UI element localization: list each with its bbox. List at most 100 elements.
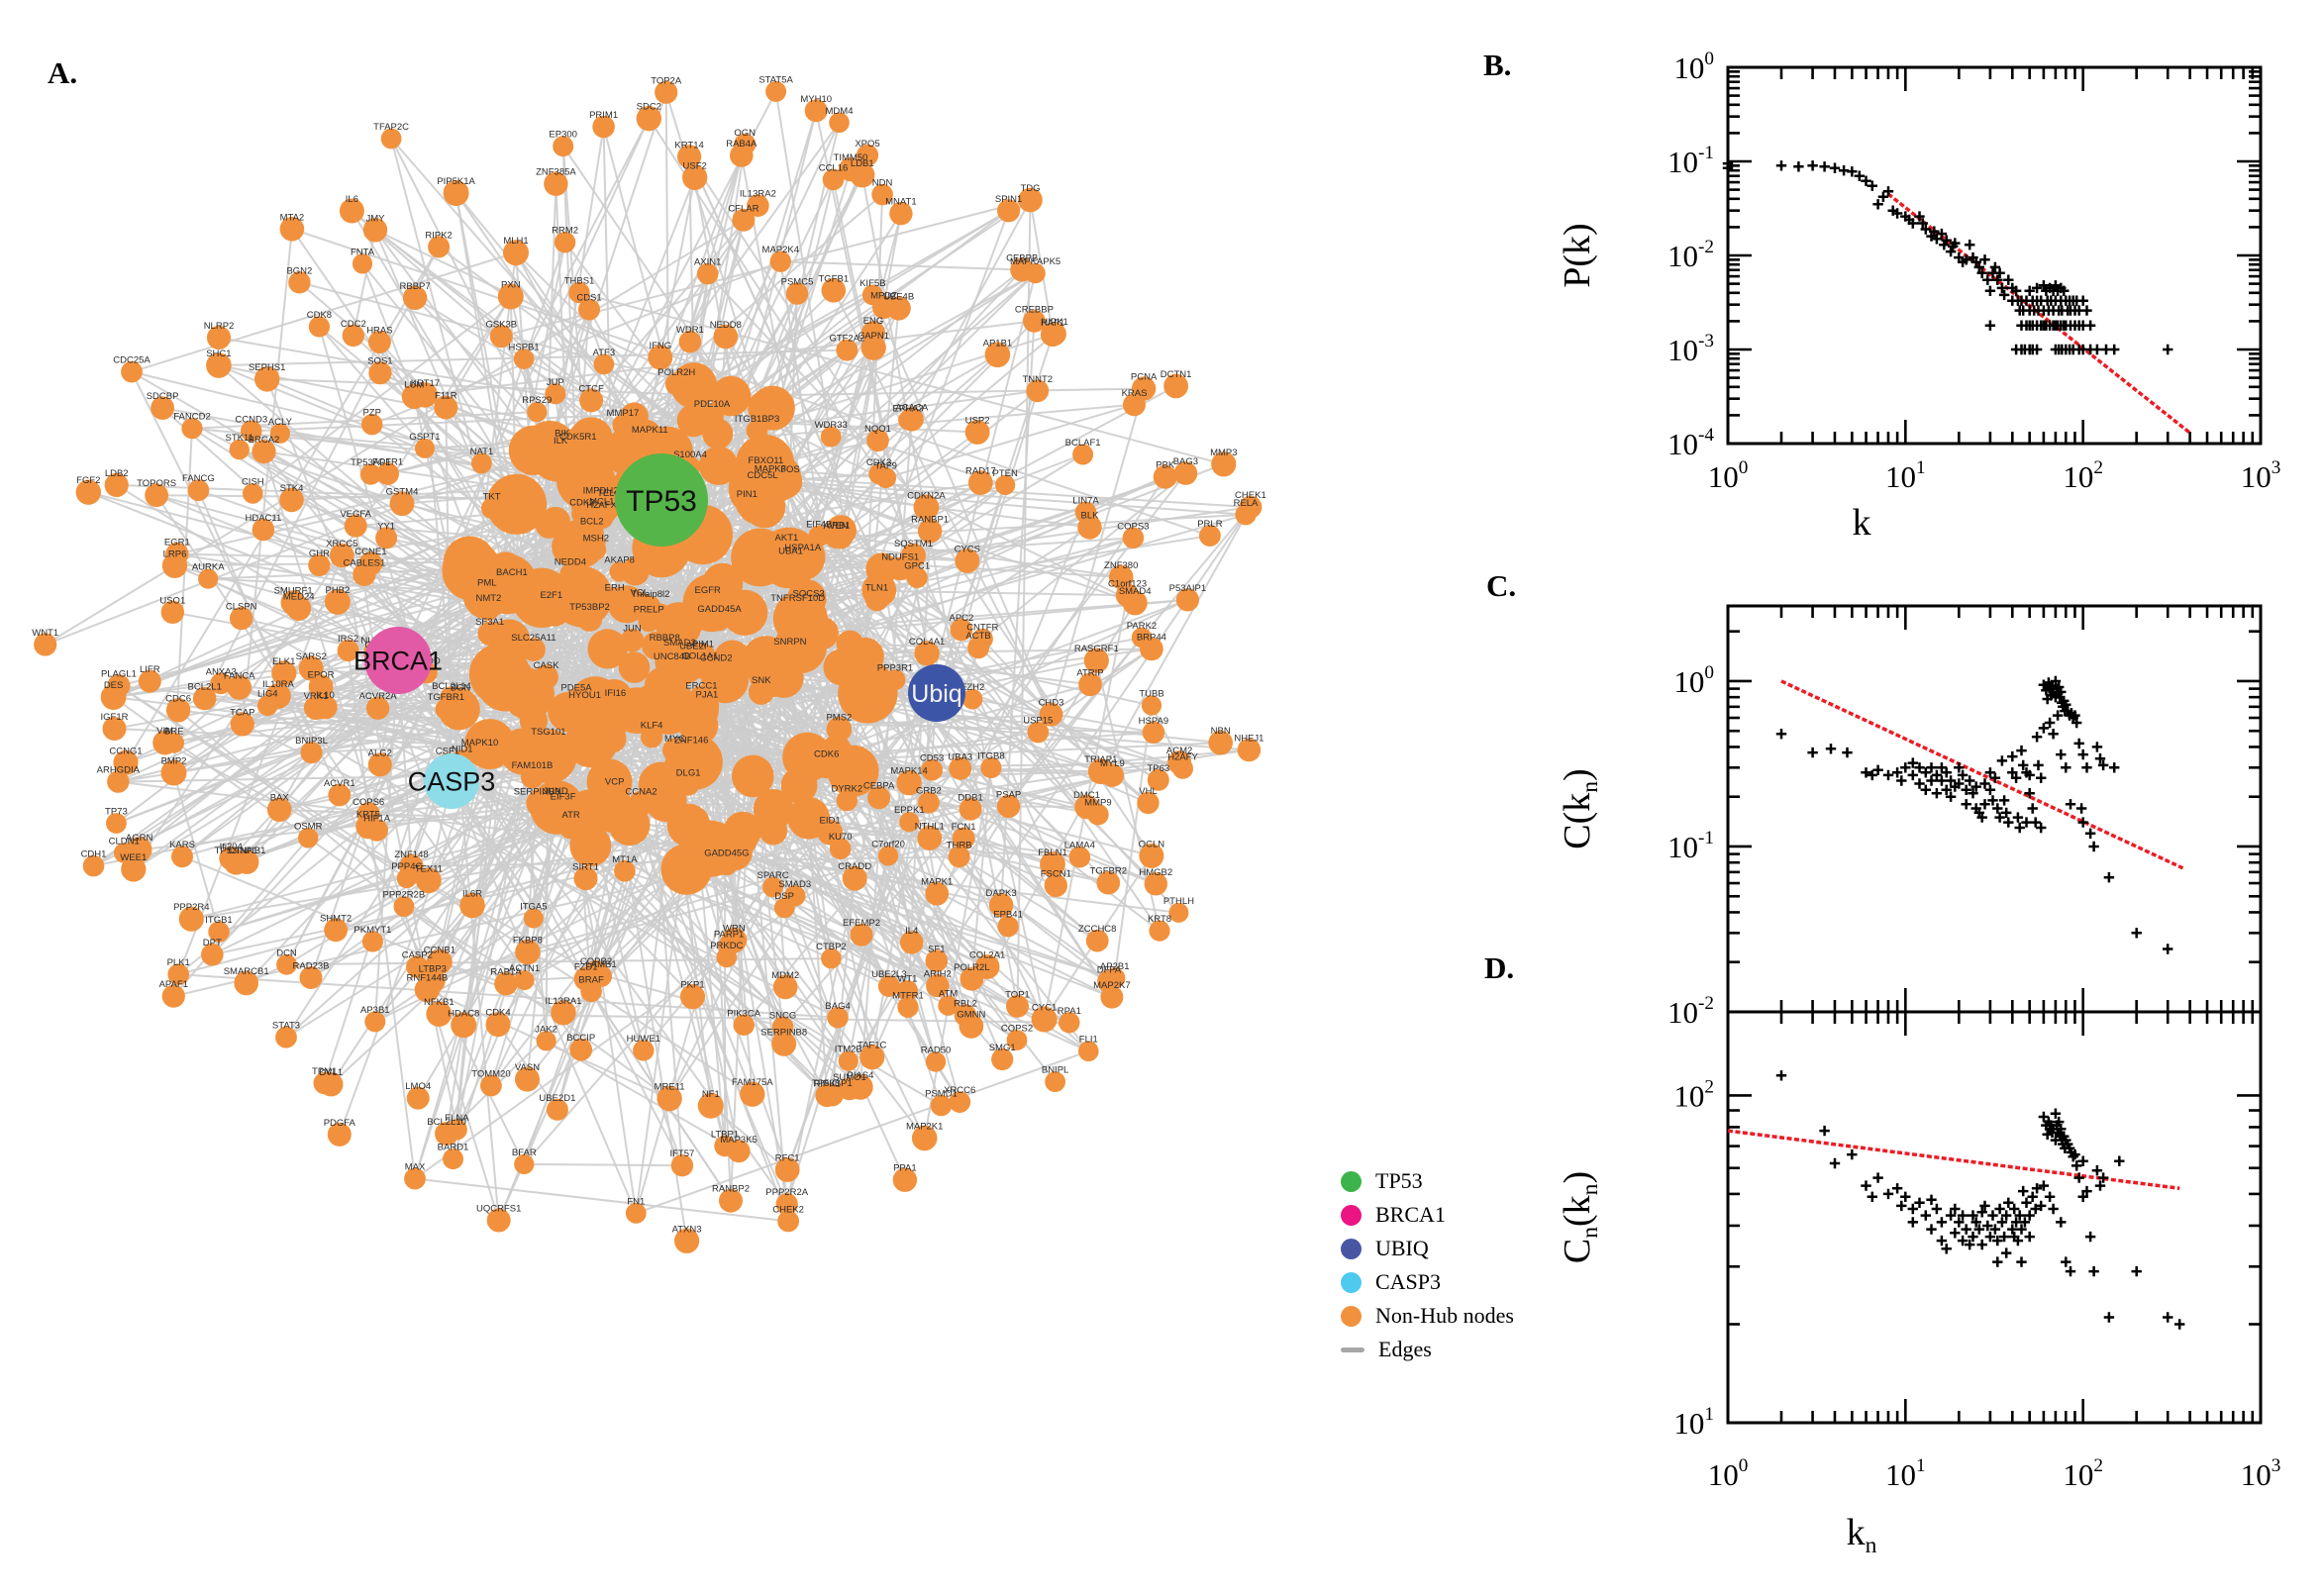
network-node — [859, 1045, 885, 1070]
network-node — [34, 633, 57, 656]
network-node — [235, 849, 259, 874]
network-node-label: HRAS — [366, 326, 392, 337]
network-node — [952, 827, 975, 850]
hub-casp3-label: CASP3 — [408, 767, 496, 797]
legend-item-edges: Edges — [1341, 1333, 1514, 1366]
network-node-label: JUP — [547, 377, 564, 388]
network-node-label: WT1 — [897, 974, 917, 985]
tick-label: 100 — [1708, 457, 1749, 494]
protein-network-graph: USF2 CDC6 COPS6 SNRPN COPS2 BCCIP CDK3 CCND2 COP… — [32, 74, 1266, 1253]
network-node-label: NHEJ1 — [1234, 734, 1263, 745]
network-node-label: SF1 — [928, 945, 945, 955]
network-node-label: BCL2L14 — [432, 681, 471, 692]
network-node-label: SHMT2 — [320, 913, 352, 924]
network-node-label: RANBP1 — [911, 514, 949, 525]
network-node — [514, 1153, 535, 1174]
network-node — [778, 470, 802, 493]
network-node-label: HMGB2 — [1139, 867, 1172, 878]
network-node-label: PPP3R1 — [877, 663, 913, 674]
network-node — [298, 655, 324, 681]
network-node — [656, 1085, 682, 1112]
network-node-label: RIPK2 — [425, 230, 452, 241]
network-node-label: IL10RA — [262, 679, 294, 690]
network-node-label: CDS1 — [576, 293, 601, 304]
network-node — [342, 324, 364, 348]
network-node-label: DCN — [276, 948, 297, 958]
network-node — [609, 561, 630, 582]
ubiq-dot-icon — [1341, 1238, 1362, 1259]
network-node-label: JUND — [543, 786, 567, 797]
network-node — [984, 342, 1011, 368]
network-node-label: TOP1 — [1005, 989, 1030, 1000]
network-node-label: AP2B1 — [1100, 961, 1130, 972]
network-node — [365, 696, 390, 720]
network-node — [988, 893, 1014, 918]
network-node-label: COPS6 — [353, 797, 384, 808]
network-node-label: EZH2 — [960, 682, 984, 693]
network-node — [416, 867, 442, 894]
axis-ticks — [1726, 1012, 2263, 1425]
network-node — [206, 352, 232, 378]
network-node — [914, 641, 940, 666]
network-node — [446, 1119, 467, 1141]
network-node-label: FAM101B — [512, 760, 554, 771]
network-node-label: APC2 — [949, 613, 973, 624]
network-node-label: SIRT1 — [572, 861, 599, 872]
network-node — [102, 717, 127, 741]
network-node-label: TPM1 — [312, 1066, 337, 1077]
network-node — [850, 923, 873, 947]
network-node-label: DCTN1 — [1161, 369, 1192, 380]
network-node — [355, 814, 381, 840]
network-node-label: CISH — [242, 477, 264, 488]
network-node-label: PDE5A — [560, 683, 592, 694]
network-node-label: MAP2K4 — [762, 245, 800, 255]
network-node-label: CASP2 — [402, 950, 433, 961]
network-node — [911, 1125, 938, 1151]
network-node — [964, 420, 990, 445]
network-node — [955, 549, 980, 573]
network-node-label: TELO2 — [597, 488, 627, 499]
network-node-label: EPOR — [308, 670, 335, 681]
network-node — [324, 918, 348, 943]
network-node-label: IL13RA1 — [546, 996, 582, 1007]
network-node-label: FSCN1 — [1041, 868, 1071, 879]
network-node-label: VASN — [515, 1062, 540, 1073]
network-node — [534, 664, 558, 690]
network-node — [815, 1083, 839, 1108]
network-node-label: SOCS3 — [792, 588, 824, 599]
legend-item-casp3: CASP3 — [1341, 1265, 1514, 1299]
network-node-label: CABLES1 — [344, 557, 386, 568]
network-node-label: TAF9 — [874, 461, 897, 472]
network-node — [1045, 1071, 1065, 1092]
network-node-label: ACTB — [965, 631, 990, 642]
network-node-label: DPT — [203, 938, 222, 948]
network-node — [121, 856, 147, 882]
network-node-label: AURKA — [192, 562, 225, 573]
tick-label: 100 — [1673, 49, 1714, 85]
network-node — [503, 240, 529, 266]
network-node-label: TP53AP1 — [351, 457, 391, 468]
network-node-label: ITGB1BP3 — [735, 414, 779, 425]
network-node-label: MSH2 — [583, 533, 609, 544]
legend-item-ubiq: UBIQ — [1341, 1232, 1514, 1265]
network-node — [679, 984, 706, 1010]
network-node-labels: USF2 CDC6 COPS6 SNRPN COPS2 BCCIP CDK3 CCND2 COP… — [32, 74, 1266, 1235]
network-node-label: CDK8 — [307, 310, 332, 321]
network-node — [821, 278, 847, 303]
network-node-label: CD53 — [920, 753, 944, 764]
network-node — [551, 434, 573, 456]
network-node-label: MYL9 — [1100, 758, 1125, 769]
network-node-label: LIFR — [140, 664, 160, 675]
network-node — [275, 1026, 297, 1048]
network-node-label: UBE4B — [883, 291, 914, 302]
network-node — [402, 285, 428, 310]
network-node-label: BCL2L10 — [427, 1117, 466, 1128]
network-node — [1006, 1030, 1028, 1050]
network-node-label: STK4 — [280, 483, 304, 494]
network-node-label: SERPINB9 — [514, 787, 560, 798]
network-node — [899, 931, 924, 954]
network-node — [900, 543, 926, 568]
network-node — [208, 921, 230, 943]
network-node-label: PDE10A — [694, 399, 731, 410]
